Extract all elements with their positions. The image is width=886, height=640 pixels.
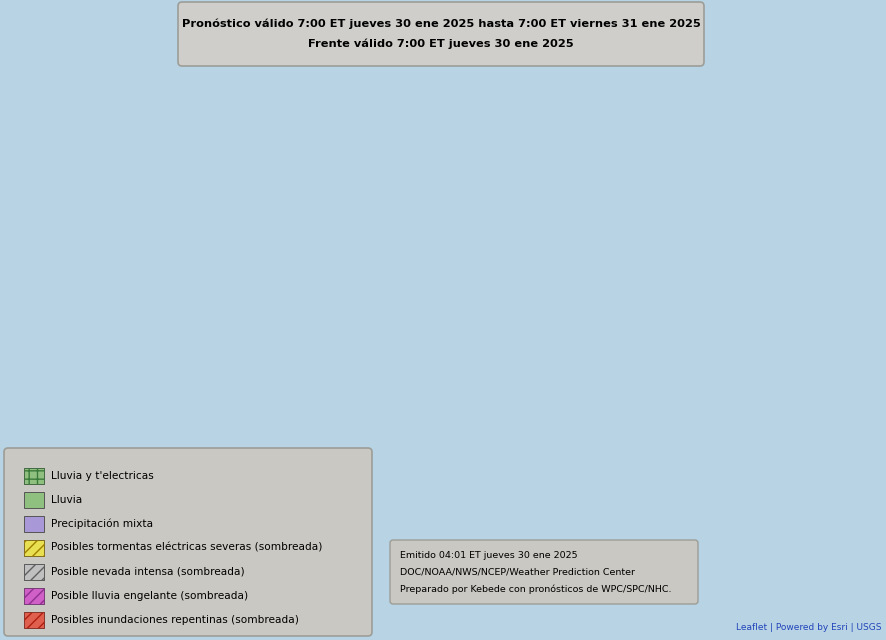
Bar <box>24 468 44 484</box>
Bar <box>24 564 44 580</box>
Bar <box>24 540 44 556</box>
Text: Posible lluvia engelante (sombreada): Posible lluvia engelante (sombreada) <box>51 591 248 601</box>
Bar <box>24 516 44 532</box>
Text: Lluvia y t'electricas: Lluvia y t'electricas <box>51 471 153 481</box>
FancyBboxPatch shape <box>4 448 371 636</box>
Text: Lluvia: Lluvia <box>51 495 82 505</box>
Text: Posible nevada intensa (sombreada): Posible nevada intensa (sombreada) <box>51 567 245 577</box>
Text: Frente válido 7:00 ET jueves 30 ene 2025: Frente válido 7:00 ET jueves 30 ene 2025 <box>307 39 573 49</box>
Text: Pronóstico válido 7:00 ET jueves 30 ene 2025 hasta 7:00 ET viernes 31 ene 2025: Pronóstico válido 7:00 ET jueves 30 ene … <box>182 19 700 29</box>
Bar <box>24 588 44 604</box>
Bar <box>24 612 44 628</box>
Bar <box>24 564 44 580</box>
Text: Posibles tormentas eléctricas severas (sombreada): Posibles tormentas eléctricas severas (s… <box>51 543 322 553</box>
FancyBboxPatch shape <box>178 2 703 66</box>
Text: Emitido 04:01 ET jueves 30 ene 2025: Emitido 04:01 ET jueves 30 ene 2025 <box>400 550 577 559</box>
Bar <box>24 612 44 628</box>
Bar <box>24 468 44 484</box>
Text: DOC/NOAA/NWS/NCEP/Weather Prediction Center: DOC/NOAA/NWS/NCEP/Weather Prediction Cen… <box>400 568 634 577</box>
Text: Precipitación mixta: Precipitación mixta <box>51 519 153 529</box>
Bar <box>24 492 44 508</box>
Text: Posibles inundaciones repentinas (sombreada): Posibles inundaciones repentinas (sombre… <box>51 615 299 625</box>
Bar <box>24 540 44 556</box>
Text: Preparado por Kebede con pronósticos de WPC/SPC/NHC.: Preparado por Kebede con pronósticos de … <box>400 584 671 594</box>
FancyBboxPatch shape <box>390 540 697 604</box>
Text: Leaflet | Powered by Esri | USGS: Leaflet | Powered by Esri | USGS <box>735 623 881 632</box>
Bar <box>24 588 44 604</box>
